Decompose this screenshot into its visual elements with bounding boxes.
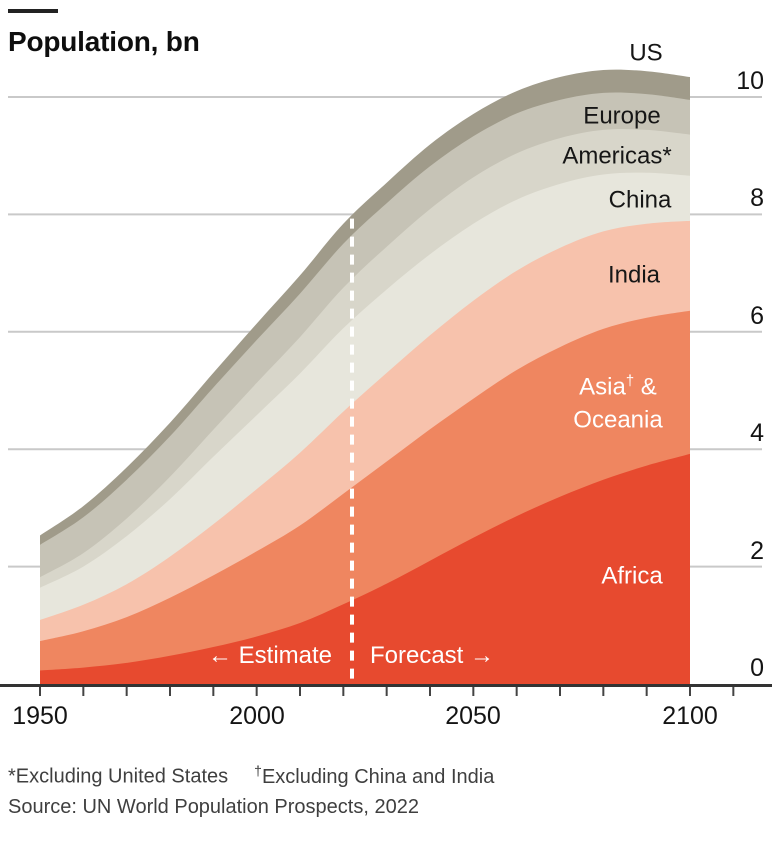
asia-label-line2: Oceania bbox=[573, 406, 663, 434]
ytick-4: 4 bbox=[750, 419, 764, 447]
x-tick-1970 bbox=[125, 687, 128, 696]
x-tick-1980 bbox=[169, 687, 171, 696]
footnote-asterisk: *Excluding United States bbox=[8, 765, 229, 788]
ytick-6: 6 bbox=[750, 302, 764, 330]
x-tick-1990 bbox=[212, 687, 215, 696]
ytick-10: 10 bbox=[736, 67, 764, 95]
xtick-2000: 2000 bbox=[229, 702, 285, 730]
asia-label-line1: Asia† & bbox=[579, 373, 657, 401]
area-label-us: US bbox=[629, 39, 663, 67]
source-line: Source: UN World Population Prospects, 2… bbox=[8, 796, 419, 818]
x-tick-2010 bbox=[299, 687, 301, 696]
chart-title: Population, bn bbox=[8, 26, 200, 57]
x-tick-2060 bbox=[515, 687, 518, 696]
x-tick-2000 bbox=[255, 687, 258, 696]
ytick-0: 0 bbox=[750, 654, 764, 682]
x-tick-2110 bbox=[732, 687, 735, 696]
ytick-8: 8 bbox=[750, 184, 764, 212]
x-axis-line bbox=[0, 684, 772, 687]
ytick-2: 2 bbox=[750, 537, 764, 565]
x-tick-2100 bbox=[689, 687, 691, 696]
xtick-1950: 1950 bbox=[12, 702, 68, 730]
x-tick-2090 bbox=[645, 687, 648, 696]
footnote-dagger: †Excluding China and India bbox=[254, 762, 495, 788]
estimate-annotation: ← Estimate bbox=[207, 642, 333, 669]
area-label-china: China bbox=[608, 186, 672, 214]
area-label-asia-oceania: Asia† & Oceania bbox=[573, 366, 662, 437]
area-label-europe: Europe bbox=[583, 102, 661, 130]
x-tick-2070 bbox=[559, 687, 561, 696]
forecast-annotation: Forecast → bbox=[369, 642, 495, 669]
x-tick-2080 bbox=[602, 687, 605, 696]
x-tick-2040 bbox=[429, 687, 431, 696]
area-label-india: India bbox=[607, 261, 661, 289]
x-tick-2020 bbox=[342, 687, 345, 696]
x-tick-2050 bbox=[472, 687, 475, 696]
xtick-2050: 2050 bbox=[445, 702, 501, 730]
area-africa bbox=[40, 453, 690, 684]
x-tick-2030 bbox=[385, 687, 388, 696]
x-tick-1950 bbox=[39, 687, 41, 696]
title-rule bbox=[8, 9, 58, 13]
xtick-2100: 2100 bbox=[662, 702, 718, 730]
x-tick-1960 bbox=[82, 687, 85, 696]
dagger-symbol: † bbox=[625, 373, 635, 390]
area-label-africa: Africa bbox=[601, 562, 663, 590]
footnotes: *Excluding United States †Excluding China… bbox=[8, 762, 494, 789]
area-label-americas: Americas* bbox=[562, 142, 672, 170]
